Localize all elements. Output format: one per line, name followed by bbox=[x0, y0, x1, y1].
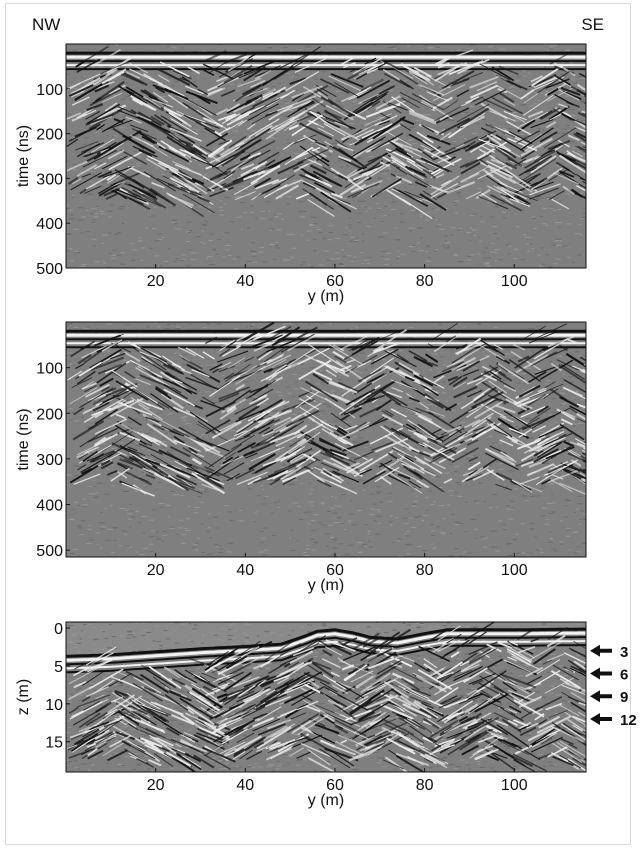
depth-marker-label: 6 bbox=[620, 667, 628, 684]
x-axis: 20 40 60 80 100 bbox=[147, 768, 528, 794]
y-tick-label: 200 bbox=[36, 127, 63, 144]
y-tick-label: 5 bbox=[54, 659, 63, 676]
x-tick-label: 20 bbox=[147, 273, 165, 290]
plot-frame bbox=[65, 621, 587, 773]
x-tick-label: 20 bbox=[147, 777, 165, 794]
x-tick-label: 80 bbox=[416, 777, 434, 794]
y-tick-label: 100 bbox=[36, 361, 63, 378]
orientation-right-label: SE bbox=[581, 15, 604, 34]
arrow-icon bbox=[590, 712, 612, 725]
y-axis-label: time (ns) bbox=[15, 125, 32, 187]
x-tick-label: 20 bbox=[147, 562, 165, 579]
plot-area bbox=[66, 622, 586, 772]
y-tick-label: 300 bbox=[36, 171, 63, 188]
x-tick-label: 80 bbox=[416, 273, 434, 290]
surface-reflection-bands bbox=[66, 329, 586, 349]
air-region bbox=[66, 622, 586, 656]
x-tick-label: 40 bbox=[236, 273, 254, 290]
panel-2: 20 40 60 80 100 y (m) 100 200 300 400 500 time (ns) bbox=[15, 321, 587, 594]
plot-frame bbox=[65, 321, 587, 558]
arrow-icon bbox=[590, 644, 612, 657]
depth-annotations: 3 6 9 12 bbox=[590, 644, 637, 729]
x-axis-label: y (m) bbox=[308, 792, 344, 809]
x-tick-label: 60 bbox=[326, 273, 344, 290]
orientation-left-label: NW bbox=[32, 15, 60, 34]
y-axis: 100 200 300 400 500 bbox=[36, 361, 70, 560]
y-tick-label: 10 bbox=[45, 697, 63, 714]
y-tick-label: 0 bbox=[54, 621, 63, 638]
arrow-icon bbox=[590, 667, 612, 680]
y-tick-label: 100 bbox=[36, 82, 63, 99]
y-tick-label: 500 bbox=[36, 261, 63, 278]
reflection-streaks bbox=[67, 622, 586, 772]
y-tick-label: 200 bbox=[36, 406, 63, 423]
reflection-streaks bbox=[66, 45, 586, 220]
plot-frame bbox=[65, 43, 587, 269]
y-axis: 100 200 300 400 500 bbox=[36, 82, 70, 278]
x-axis: 20 40 60 80 100 bbox=[147, 553, 528, 579]
depth-marker-label: 9 bbox=[620, 689, 628, 706]
x-tick-label: 100 bbox=[501, 273, 528, 290]
x-tick-label: 80 bbox=[416, 562, 434, 579]
x-tick-label: 60 bbox=[326, 562, 344, 579]
panel-3: 20 40 60 80 100 y (m) 0 5 10 15 z (m) 3 6 9 12 bbox=[15, 621, 637, 809]
y-tick-label: 400 bbox=[36, 216, 63, 233]
y-axis-label: z (m) bbox=[15, 679, 32, 715]
y-axis-label: time (ns) bbox=[15, 408, 32, 470]
y-tick-label: 400 bbox=[36, 498, 63, 515]
y-tick-label: 500 bbox=[36, 543, 63, 560]
x-axis-label: y (m) bbox=[308, 577, 344, 594]
surface-reflection-bands bbox=[66, 627, 586, 674]
y-tick-label: 15 bbox=[45, 735, 63, 752]
depth-marker-label: 12 bbox=[620, 712, 637, 729]
reflection-streaks bbox=[67, 322, 586, 497]
x-tick-label: 60 bbox=[326, 777, 344, 794]
panel-1: 20 40 60 80 100 y (m) 100 200 300 400 500 time (ns) bbox=[15, 43, 587, 305]
x-axis-label: y (m) bbox=[308, 288, 344, 305]
depth-marker-label: 3 bbox=[620, 644, 628, 661]
y-tick-label: 300 bbox=[36, 452, 63, 469]
x-tick-label: 100 bbox=[501, 777, 528, 794]
plot-area bbox=[66, 322, 586, 557]
x-tick-label: 40 bbox=[236, 562, 254, 579]
x-tick-label: 100 bbox=[501, 562, 528, 579]
arrow-icon bbox=[590, 690, 612, 703]
x-tick-label: 40 bbox=[236, 777, 254, 794]
surface-reflection-bands bbox=[66, 51, 586, 71]
x-axis: 20 40 60 80 100 bbox=[147, 264, 528, 290]
y-axis: 0 5 10 15 bbox=[45, 621, 70, 752]
figure-frame bbox=[5, 3, 631, 845]
plot-area bbox=[66, 44, 586, 268]
